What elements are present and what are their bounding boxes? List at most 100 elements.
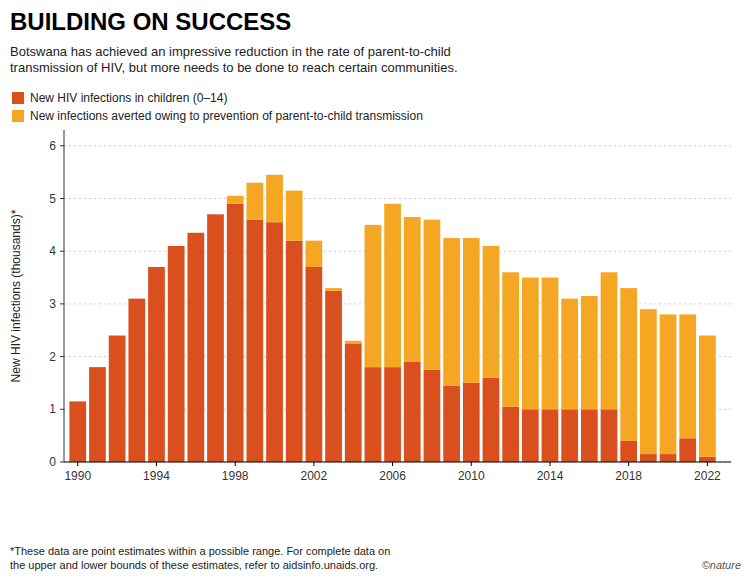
bar [286, 241, 303, 462]
bar [640, 309, 657, 454]
grid-line [64, 462, 731, 463]
bar [463, 238, 480, 383]
bar [325, 288, 342, 291]
bar [542, 409, 559, 462]
tick-label: 2014 [537, 469, 564, 483]
bar [187, 232, 204, 233]
bar [306, 241, 323, 267]
bar [483, 246, 500, 378]
bars [69, 175, 715, 462]
y-axis-label: New HIV infections (thousands)* [9, 209, 23, 382]
bar [443, 386, 460, 462]
bar [424, 370, 441, 462]
tick-mark [60, 303, 64, 304]
bar [207, 214, 224, 462]
bar [404, 362, 421, 462]
tick-label: 1998 [222, 469, 249, 483]
tick-label: 0 [49, 455, 56, 469]
chart: BUILDING ON SUCCESSBotswana has achieved… [0, 0, 751, 581]
bar [620, 441, 637, 462]
bar [699, 457, 716, 462]
tick-label: 6 [49, 139, 56, 153]
tick-mark [235, 462, 236, 466]
background [0, 0, 751, 581]
tick-mark [471, 462, 472, 466]
bar [601, 409, 618, 462]
bar [640, 454, 657, 462]
bar [522, 409, 539, 462]
bar [69, 401, 86, 402]
bar [325, 291, 342, 462]
x-axis: 199019941998200220062010201420182022 [64, 462, 731, 483]
legend-swatch [12, 110, 24, 122]
bar [404, 217, 421, 362]
tick-mark [707, 462, 708, 466]
legend-label: New HIV infections in children (0–14) [30, 91, 227, 105]
tick-mark [549, 462, 550, 466]
text-line: Botswana has achieved an impressive redu… [10, 44, 451, 59]
tick-label: 2002 [301, 469, 328, 483]
footnote: *These data are point estimates within a… [10, 545, 390, 571]
bar [581, 296, 598, 409]
bar [443, 238, 460, 386]
bar [69, 401, 86, 462]
tick-label: 2022 [694, 469, 721, 483]
grid [64, 146, 731, 462]
bar [679, 314, 696, 438]
tick-label: 2 [49, 350, 56, 364]
text-line: transmission of HIV, but more needs to b… [10, 60, 458, 75]
grid-line [64, 145, 731, 146]
tick-mark [60, 145, 64, 146]
bar [227, 196, 244, 204]
tick-label: 4 [49, 244, 56, 258]
bar [601, 272, 618, 409]
bar [502, 407, 519, 462]
tick-label: 1 [49, 402, 56, 416]
tick-label: 2006 [379, 469, 406, 483]
tick-label: 2010 [458, 469, 485, 483]
bar [660, 454, 677, 462]
tick-label: 5 [49, 192, 56, 206]
bar [128, 298, 145, 299]
bar [699, 336, 716, 457]
tick-mark [60, 198, 64, 199]
tick-label: 3 [49, 297, 56, 311]
legend-swatch [12, 92, 24, 104]
tick-mark [60, 251, 64, 252]
bar [660, 314, 677, 454]
bar [345, 343, 362, 462]
bar [679, 438, 696, 462]
bar [365, 225, 382, 367]
text-line: *These data are point estimates within a… [10, 545, 390, 557]
bar [207, 214, 224, 215]
bar [365, 367, 382, 462]
y-axis-line [64, 130, 65, 462]
bar [128, 299, 145, 462]
bar [109, 336, 126, 462]
subtitle: Botswana has achieved an impressive redu… [10, 44, 458, 75]
bar [483, 378, 500, 462]
bar [89, 367, 106, 368]
tick-label: 1990 [64, 469, 91, 483]
x-axis-line [64, 461, 731, 462]
legend-label: New infections averted owing to preventi… [30, 109, 423, 123]
bar [384, 367, 401, 462]
tick-mark [60, 409, 64, 410]
credit: ©nature [702, 559, 741, 571]
series [227, 175, 716, 457]
bar [227, 204, 244, 462]
bar [286, 191, 303, 241]
y-axis: 0 1 2 3 4 5 6 [49, 130, 64, 469]
bar [246, 220, 263, 462]
tick-mark [60, 356, 64, 357]
tick-mark [156, 462, 157, 466]
bar [168, 245, 185, 246]
bar [246, 183, 263, 220]
legend-item: New infections averted owing to preventi… [12, 109, 423, 123]
bar [384, 204, 401, 367]
bar [502, 272, 519, 406]
tick-mark [628, 462, 629, 466]
tick-mark [392, 462, 393, 466]
bar [561, 299, 578, 410]
tick-mark [60, 462, 64, 463]
